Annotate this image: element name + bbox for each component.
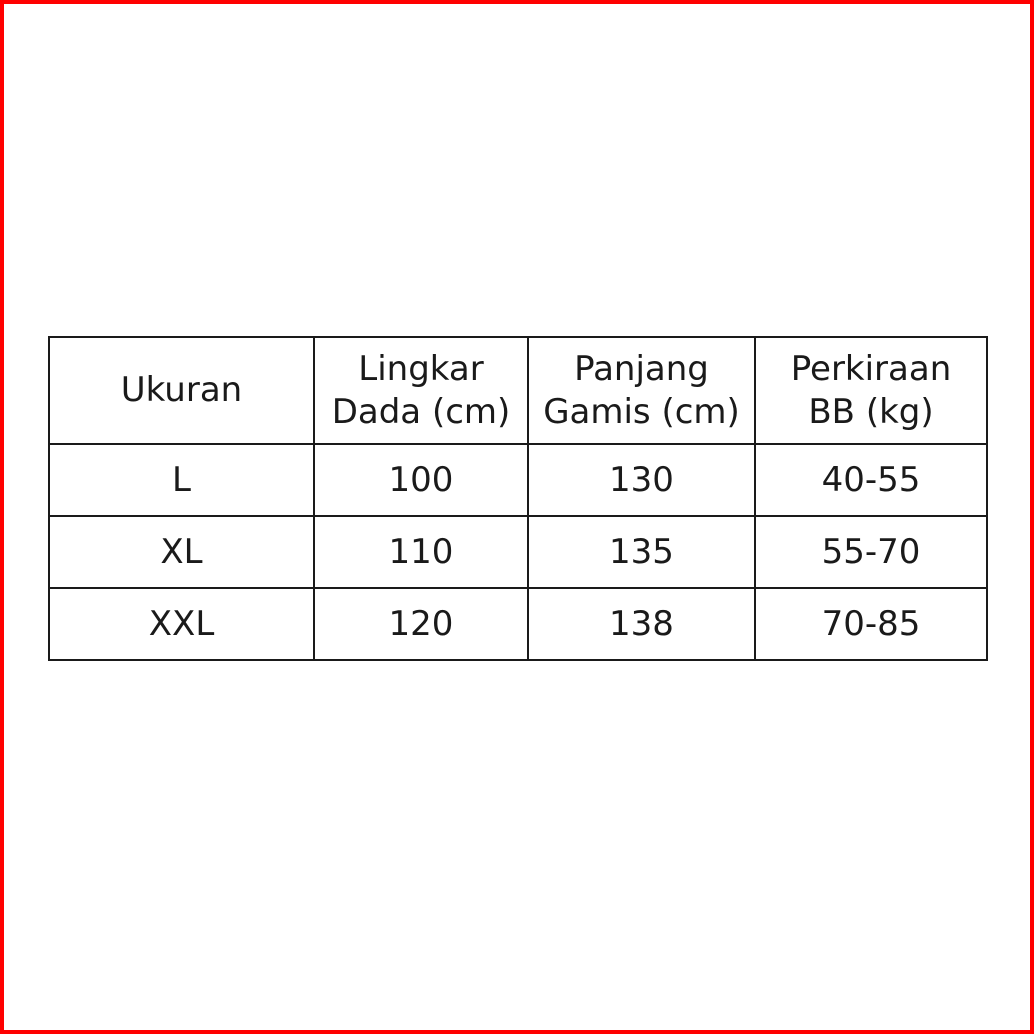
table-cell: 55-70 (754, 515, 988, 589)
header-perkiraan-bb: Perkiraan BB (kg) (754, 336, 988, 445)
header-row: Ukuran Lingkar Dada (cm) Panjang Gamis (cm… (48, 336, 988, 445)
header-text: Ukuran (120, 370, 243, 411)
header-lingkar-dada: Lingkar Dada (cm) (313, 336, 529, 445)
table-cell: XXL (48, 587, 315, 661)
table-cell: 70-85 (754, 587, 988, 661)
table-cell: XL (48, 515, 315, 589)
header-ukuran: Ukuran (48, 336, 315, 445)
table-row: XL 110 135 55-70 (48, 515, 988, 589)
header-text: BB (kg) (808, 391, 934, 432)
table-cell: 100 (313, 443, 529, 517)
header-panjang-gamis: Panjang Gamis (cm) (527, 336, 756, 445)
table-cell: L (48, 443, 315, 517)
size-chart-table: Ukuran Lingkar Dada (cm) Panjang Gamis (cm… (48, 336, 988, 661)
table-cell: 135 (527, 515, 756, 589)
header-text: Gamis (cm) (543, 391, 740, 432)
header-text: Panjang (574, 349, 709, 389)
table-row: XXL 120 138 70-85 (48, 587, 988, 661)
table-cell: 130 (527, 443, 756, 517)
table-cell: 40-55 (754, 443, 988, 517)
table-row: L 100 130 40-55 (48, 443, 988, 517)
table-cell: 138 (527, 587, 756, 661)
header-text: Perkiraan (790, 349, 952, 389)
header-text: Dada (cm) (331, 391, 511, 432)
table-cell: 110 (313, 515, 529, 589)
table-cell: 120 (313, 587, 529, 661)
header-text: Lingkar (358, 349, 484, 389)
